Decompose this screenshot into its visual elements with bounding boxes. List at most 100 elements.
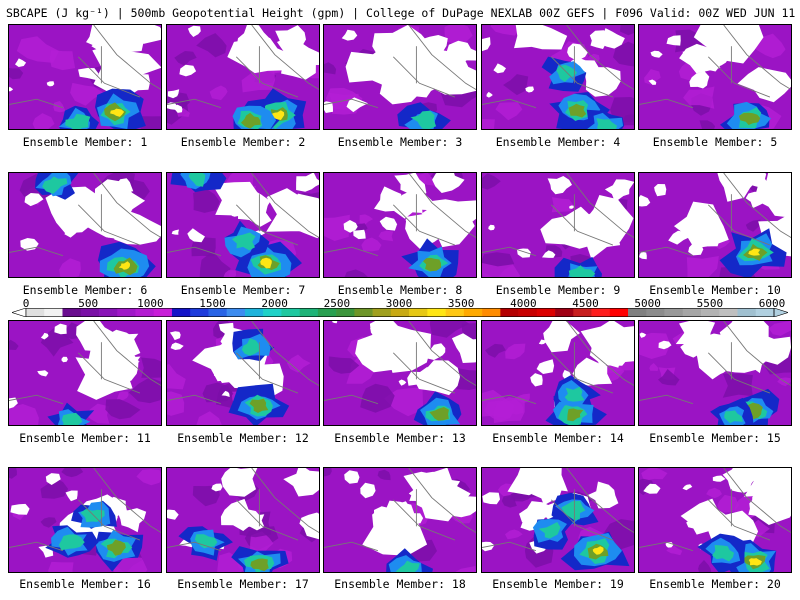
colorbar-segment bbox=[646, 308, 665, 317]
colorbar-labels: 0 500 1000 1500 2000 2500 3000 3500 4000 4500 5000… bbox=[0, 297, 800, 310]
colorbar-segment bbox=[445, 308, 465, 317]
colorbar-tick-label: 4500 bbox=[572, 297, 599, 310]
ensemble-member-label: Ensemble Member: 2 bbox=[180, 135, 306, 149]
ensemble-panel-18 bbox=[323, 467, 477, 573]
colorbar-segment bbox=[317, 308, 337, 317]
ensemble-panel-13 bbox=[323, 320, 477, 426]
ensemble-member-label: Ensemble Member: 16 bbox=[19, 577, 151, 591]
colorbar-segment bbox=[190, 308, 209, 317]
ensemble-panel-19 bbox=[481, 467, 635, 573]
ensemble-panel-9 bbox=[481, 172, 635, 278]
ensemble-member-label: Ensemble Member: 19 bbox=[492, 577, 624, 591]
colorbar-tick-label: 2000 bbox=[261, 297, 288, 310]
colorbar-tick-label: 6000 bbox=[758, 297, 786, 310]
ensemble-member-label: Ensemble Member: 3 bbox=[337, 135, 463, 149]
ensemble-panel-10 bbox=[638, 172, 792, 278]
ensemble-member-label: Ensemble Member: 8 bbox=[337, 283, 463, 297]
colorbar-tick-label: 500 bbox=[78, 297, 99, 310]
cape-field-map bbox=[639, 25, 791, 129]
cape-field-map bbox=[324, 321, 476, 425]
map-title: SBCAPE (J kg⁻¹) | 500mb Geopotential Hei… bbox=[6, 6, 800, 20]
colorbar-segment bbox=[609, 308, 629, 317]
colorbar-segment bbox=[263, 308, 282, 317]
colorbar-segment bbox=[463, 308, 483, 317]
colorbar-segment bbox=[336, 308, 355, 317]
ensemble-member-label: Ensemble Member: 10 bbox=[649, 283, 781, 297]
cape-field-map bbox=[324, 25, 476, 129]
ensemble-panel-4 bbox=[481, 24, 635, 130]
ensemble-member-label: Ensemble Member: 9 bbox=[495, 283, 621, 297]
colorbar-tick-label: 4000 bbox=[510, 297, 537, 310]
colorbar-segment bbox=[664, 308, 684, 317]
cape-field-map bbox=[324, 173, 476, 277]
colorbar-tick-label: 3000 bbox=[385, 297, 413, 310]
colorbar-segment bbox=[573, 308, 592, 317]
ensemble-member-label: Ensemble Member: 13 bbox=[334, 431, 466, 445]
colorbar-tick-label: 0 bbox=[22, 297, 30, 310]
colorbar-tick-label: 3500 bbox=[447, 297, 475, 310]
cape-field-map bbox=[639, 173, 791, 277]
ensemble-panel-1 bbox=[8, 24, 162, 130]
colorbar-segment bbox=[701, 308, 720, 317]
ensemble-panel-15 bbox=[638, 320, 792, 426]
colorbar-segment bbox=[226, 308, 246, 317]
cape-field-map bbox=[167, 468, 319, 572]
colorbar-segment bbox=[719, 308, 738, 317]
ensemble-panel-17 bbox=[166, 467, 320, 573]
ensemble-panel-5 bbox=[638, 24, 792, 130]
ensemble-member-label: Ensemble Member: 1 bbox=[22, 135, 148, 149]
colorbar-segment bbox=[390, 308, 410, 317]
cape-field-map bbox=[167, 173, 319, 277]
ensemble-member-label: Ensemble Member: 4 bbox=[495, 135, 621, 149]
colorbar-segment bbox=[26, 308, 45, 317]
colorbar-min-arrow bbox=[12, 308, 27, 317]
ensemble-panel-11 bbox=[8, 320, 162, 426]
cape-field-map bbox=[324, 468, 476, 572]
colorbar-tick-label: 5000 bbox=[634, 297, 661, 310]
colorbar-segment bbox=[372, 308, 392, 317]
ensemble-panel-16 bbox=[8, 467, 162, 573]
cape-field-map bbox=[482, 173, 634, 277]
cape-field-map bbox=[167, 25, 319, 129]
colorbar-segment bbox=[518, 308, 538, 317]
ensemble-member-label: Ensemble Member: 18 bbox=[334, 577, 466, 591]
colorbar-segment bbox=[244, 308, 264, 317]
cape-field-map bbox=[9, 173, 161, 277]
ensemble-panel-12 bbox=[166, 320, 320, 426]
ensemble-panel-14 bbox=[481, 320, 635, 426]
ensemble-member-label: Ensemble Member: 7 bbox=[180, 283, 306, 297]
ensemble-panel-20 bbox=[638, 467, 792, 573]
colorbar bbox=[12, 308, 788, 317]
ensemble-panel-7 bbox=[166, 172, 320, 278]
ensemble-panel-3 bbox=[323, 24, 477, 130]
ensemble-member-label: Ensemble Member: 15 bbox=[649, 431, 781, 445]
cape-field-map bbox=[9, 25, 161, 129]
colorbar-segment bbox=[427, 308, 446, 317]
colorbar-segment bbox=[208, 308, 227, 317]
colorbar-segment bbox=[135, 308, 155, 317]
colorbar-segment bbox=[682, 308, 702, 317]
ensemble-member-label: Ensemble Member: 6 bbox=[22, 283, 148, 297]
colorbar-segment bbox=[62, 308, 82, 317]
colorbar-segment bbox=[409, 308, 428, 317]
ensemble-panel-6 bbox=[8, 172, 162, 278]
colorbar-tick-label: 1000 bbox=[137, 297, 164, 310]
colorbar-segment bbox=[171, 308, 191, 317]
ensemble-panel-8 bbox=[323, 172, 477, 278]
colorbar-segment bbox=[354, 308, 373, 317]
ensemble-member-label: Ensemble Member: 20 bbox=[649, 577, 781, 591]
colorbar-segment bbox=[153, 308, 173, 317]
colorbar-tick-label: 1500 bbox=[199, 297, 226, 310]
colorbar-segment bbox=[299, 308, 319, 317]
colorbar-segment bbox=[281, 308, 300, 317]
colorbar-segment bbox=[628, 308, 647, 317]
colorbar-tick-label: 5500 bbox=[696, 297, 724, 310]
colorbar-segment bbox=[80, 308, 100, 317]
cape-field-map bbox=[482, 321, 634, 425]
colorbar-segment bbox=[591, 308, 611, 317]
colorbar-segment bbox=[536, 308, 556, 317]
ensemble-panel-2 bbox=[166, 24, 320, 130]
colorbar-segment bbox=[98, 308, 118, 317]
ensemble-member-label: Ensemble Member: 12 bbox=[177, 431, 309, 445]
colorbar-segment bbox=[482, 308, 501, 317]
